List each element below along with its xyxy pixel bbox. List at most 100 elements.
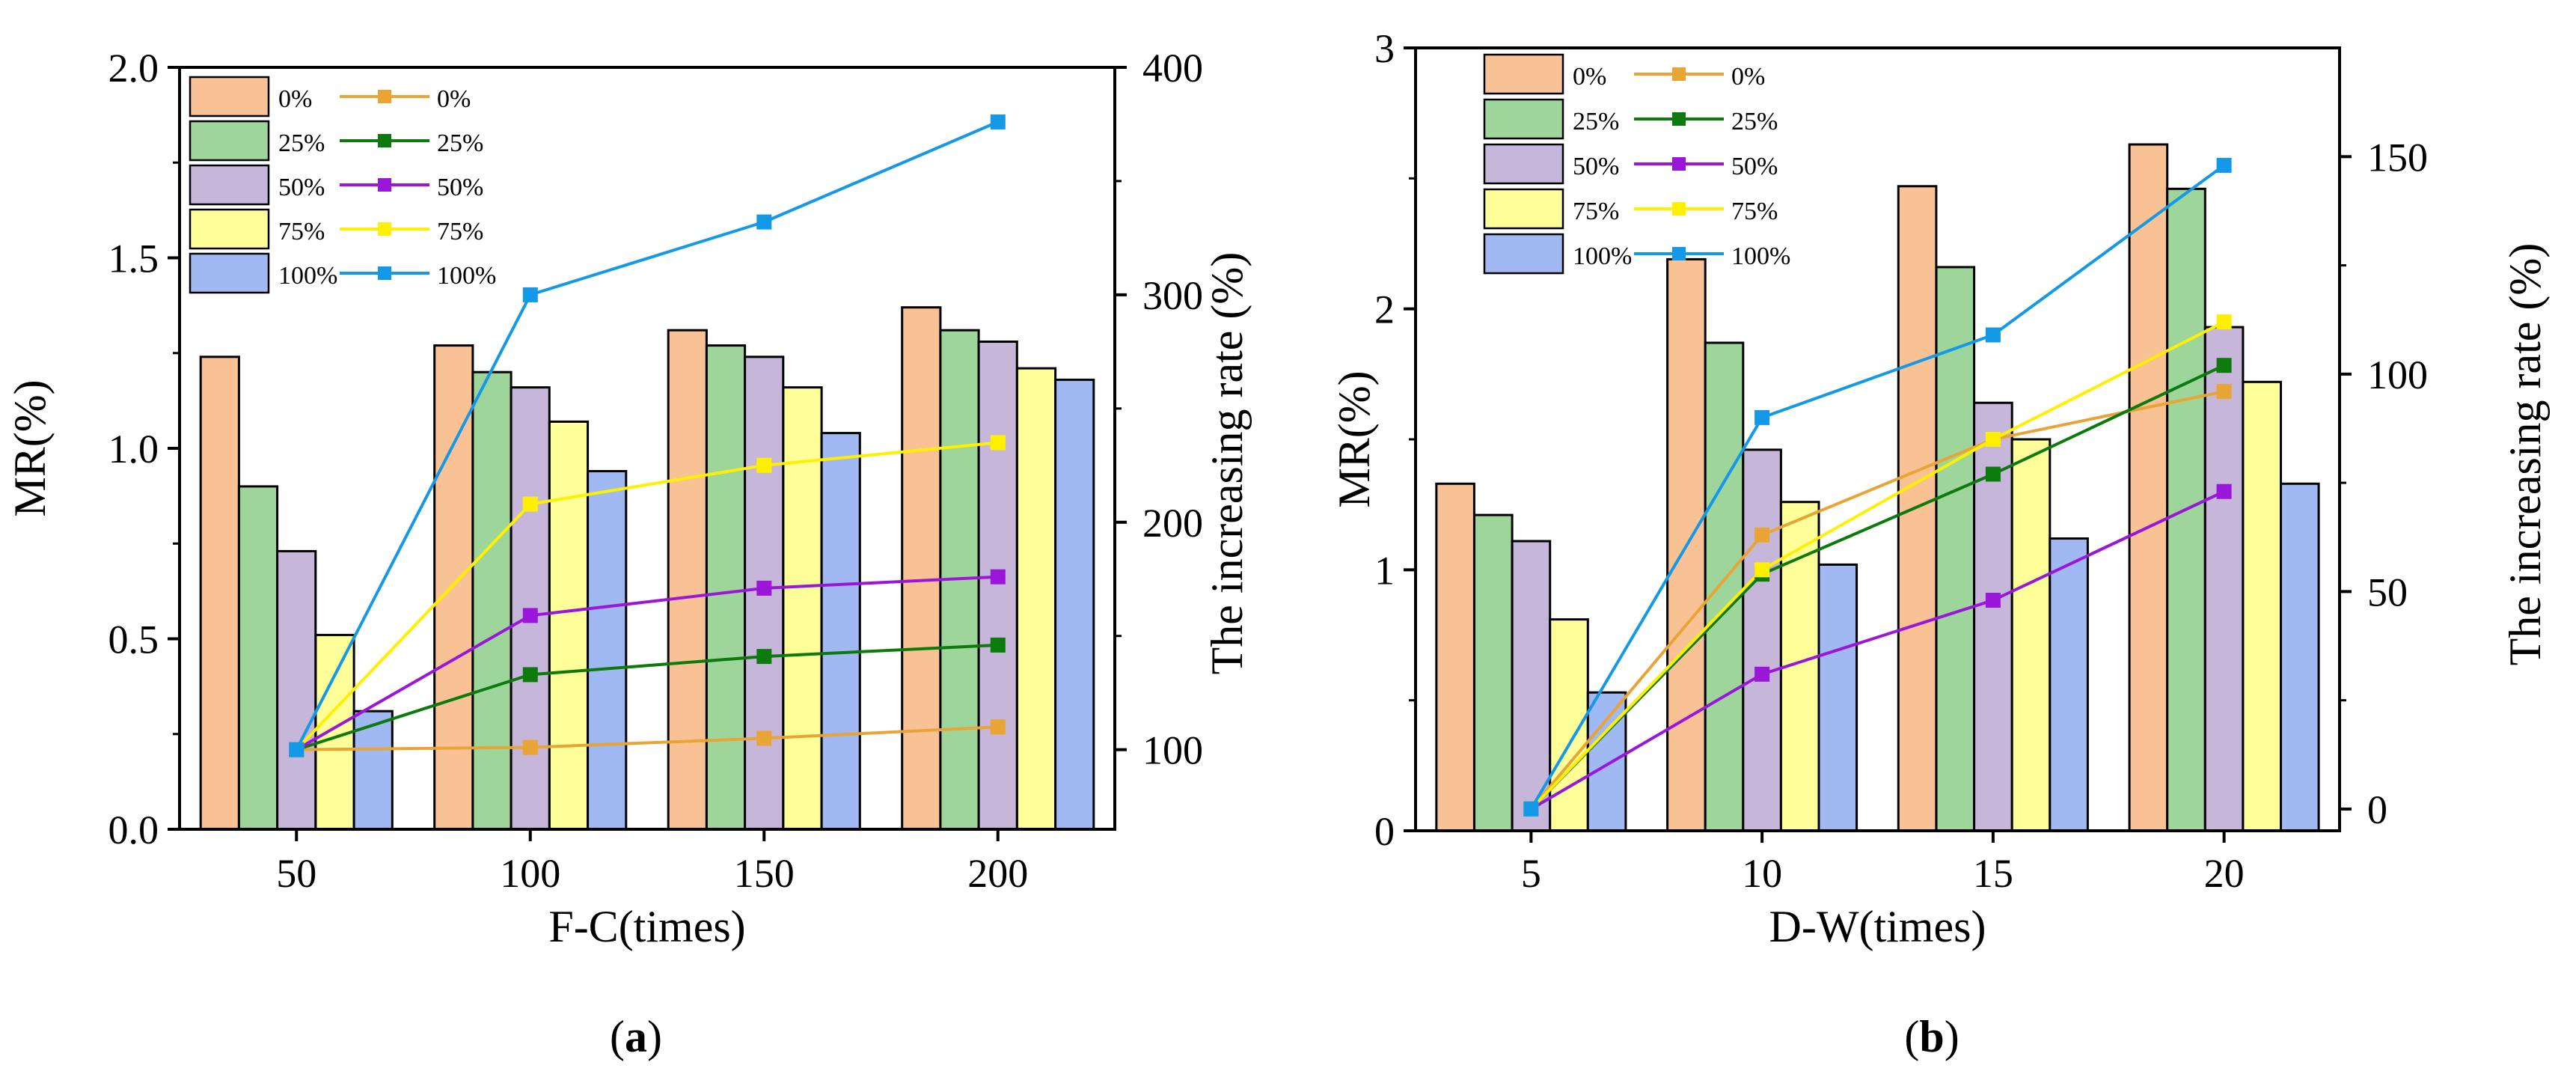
bar-0pct-50 — [199, 356, 240, 831]
legend-bar-swatch — [1483, 233, 1564, 275]
bar-25pct-50 — [237, 485, 279, 831]
line-point-25pct-150 — [756, 649, 772, 665]
bar-0pct-5 — [1435, 482, 1475, 832]
legend-bar-label: 0% — [278, 85, 312, 113]
bar-25pct-10 — [1704, 341, 1745, 832]
bar-75pct-15 — [2010, 438, 2052, 832]
legend-bar-swatch — [1483, 143, 1564, 185]
legend-line-label: 75% — [437, 218, 483, 245]
y-axis-title: MR(%) — [1330, 370, 1379, 507]
legend-line-marker — [378, 222, 391, 236]
line-point-100pct-200 — [990, 114, 1006, 129]
legend-line-marker — [1672, 112, 1686, 126]
y-tick-label: 1.5 — [108, 237, 159, 281]
bar-0pct-200 — [901, 306, 942, 831]
x-tick-label: 20 — [2204, 851, 2245, 896]
line-point-75pct-200 — [990, 435, 1006, 451]
legend-line-label: 75% — [1731, 198, 1778, 225]
bar-75pct-150 — [782, 386, 823, 831]
line-series-75pct — [1529, 320, 2225, 811]
legend-line-marker — [1672, 157, 1686, 171]
bar-50pct-20 — [2203, 326, 2245, 832]
line-point-100pct-50 — [289, 742, 305, 757]
legend-bar-label: 50% — [1573, 153, 1619, 180]
legend-line-label: 100% — [1731, 242, 1790, 270]
line-point-0pct-20 — [2216, 384, 2232, 400]
line-point-0pct-10 — [1754, 527, 1770, 543]
panel-caption-b: (b) — [1904, 1012, 1959, 1061]
bar-25pct-150 — [705, 344, 747, 831]
bar-100pct-5 — [1586, 691, 1627, 832]
line-series-100pct — [295, 120, 999, 751]
legend-bar-label: 75% — [278, 218, 325, 245]
y-tick-label: 2.0 — [108, 46, 159, 91]
y2-tick-label: 150 — [2367, 135, 2428, 180]
bar-100pct-20 — [2280, 482, 2320, 832]
legend-bar-label: 25% — [278, 129, 325, 157]
legend-line-marker — [378, 134, 391, 147]
legend-bar-swatch — [1483, 98, 1564, 140]
line-point-25pct-15 — [1985, 466, 2001, 482]
line-point-50pct-10 — [1754, 666, 1770, 682]
legend-bar-label: 0% — [1573, 63, 1606, 91]
x-axis-title: F-C(times) — [548, 902, 745, 951]
line-series-25pct — [296, 643, 998, 751]
line-point-75pct-100 — [522, 496, 538, 512]
bar-25pct-5 — [1473, 513, 1514, 832]
line-series-25pct — [1529, 364, 2225, 811]
bar-50pct-200 — [977, 341, 1018, 831]
line-point-100pct-15 — [1985, 327, 2001, 343]
line-point-100pct-150 — [756, 214, 772, 230]
bar-75pct-20 — [2242, 380, 2282, 832]
legend-line-marker — [378, 178, 391, 192]
legend-bar-label: 75% — [1573, 198, 1619, 225]
line-point-50pct-150 — [756, 580, 772, 596]
bar-100pct-50 — [352, 710, 394, 831]
x-tick-label: 150 — [734, 851, 795, 896]
line-point-25pct-20 — [2216, 358, 2232, 373]
legend-bar-label: 100% — [278, 262, 337, 290]
y2-tick-label: 0 — [2367, 787, 2387, 832]
y2-tick-label: 50 — [2367, 570, 2408, 614]
legend-line-marker — [1672, 67, 1686, 81]
legend: 0% 0% 25% 25% 50% 50% 75% 75% 100% 100% — [1483, 53, 1790, 275]
line-point-100pct-100 — [522, 287, 538, 302]
y-tick-label: 0.5 — [108, 617, 159, 662]
y2-axis-title: The increasing rate (%) — [2500, 243, 2550, 666]
y-tick-label: 3 — [1374, 26, 1395, 71]
bar-50pct-5 — [1511, 540, 1552, 832]
line-point-50pct-100 — [522, 608, 538, 623]
x-tick-label: 50 — [276, 851, 316, 896]
line-point-50pct-20 — [2216, 483, 2232, 499]
line-point-75pct-10 — [1754, 562, 1770, 578]
legend-line-label: 0% — [437, 85, 471, 113]
legend-bar-swatch — [189, 252, 270, 294]
line-point-75pct-15 — [1985, 432, 2001, 447]
panel-letter-a: a — [625, 1012, 647, 1061]
line-series-100pct — [1529, 164, 2225, 810]
y-tick-label: 0.0 — [108, 808, 159, 852]
legend-bar-swatch — [189, 208, 270, 250]
chart-panel-b: 0 1 2 3 0 50 100 150 5 10 15 20 D-W(times) MR(%) The i… — [1330, 26, 2550, 951]
y2-tick-label: 200 — [1142, 501, 1203, 546]
legend-line-marker — [1672, 247, 1686, 260]
bar-100pct-10 — [1817, 563, 1858, 832]
legend-line-label: 50% — [437, 174, 483, 201]
bar-100pct-15 — [2049, 537, 2089, 832]
bar-75pct-100 — [548, 420, 590, 831]
legend-line-label: 100% — [437, 262, 496, 290]
bar-25pct-100 — [471, 370, 513, 831]
x-axis-title: D-W(times) — [1769, 902, 1986, 951]
line-point-100pct-20 — [2216, 157, 2232, 173]
line-series-75pct — [295, 441, 998, 751]
y-axis-title: MR(%) — [5, 379, 55, 516]
legend-line-label: 25% — [437, 129, 483, 157]
bar-0pct-150 — [667, 329, 708, 831]
legend-line-label: 0% — [1731, 63, 1765, 91]
line-series-50pct — [296, 575, 998, 751]
line-point-100pct-10 — [1754, 409, 1770, 425]
line-point-75pct-150 — [756, 457, 772, 473]
legend-line-marker — [1672, 202, 1686, 216]
panel-caption-a: (a) — [610, 1012, 662, 1061]
